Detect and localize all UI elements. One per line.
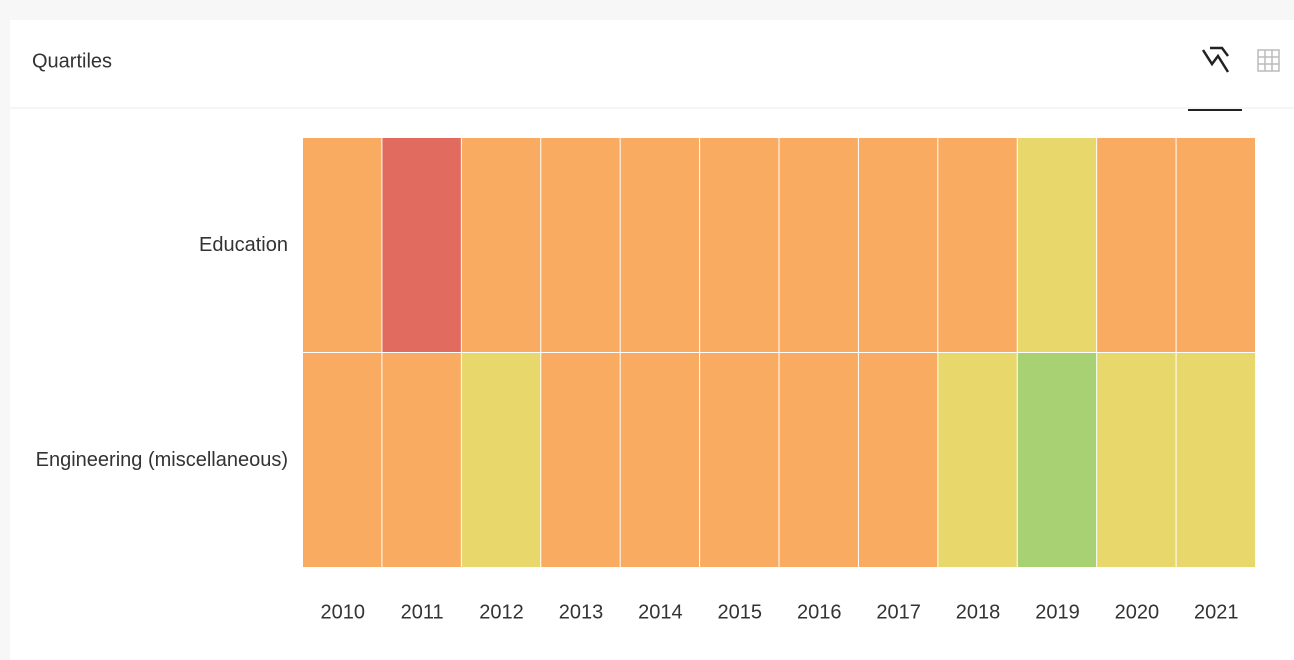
heat-cell (938, 138, 1017, 352)
row-label: Engineering (miscellaneous) (36, 449, 288, 471)
table-view-button[interactable] (1257, 49, 1280, 72)
heat-cell (382, 138, 461, 352)
x-tick-label: 2014 (638, 601, 683, 623)
heat-cell (779, 353, 858, 567)
x-tick-label: 2018 (956, 601, 1001, 623)
chart-icon (1201, 49, 1230, 73)
x-tick-label: 2015 (718, 601, 763, 623)
heat-cell (1097, 353, 1176, 567)
heat-cell (858, 138, 938, 352)
heat-cell (620, 138, 700, 352)
heat-cell (1176, 353, 1255, 567)
x-tick-label: 2011 (401, 601, 444, 623)
chart-view-button[interactable] (1201, 46, 1230, 73)
heat-cell (858, 353, 938, 567)
heat-cell (700, 138, 779, 352)
heat-cell (1176, 138, 1255, 352)
x-tick-label: 2021 (1194, 601, 1239, 623)
x-tick-label: 2010 (320, 601, 365, 623)
heat-cell (382, 353, 461, 567)
heat-cell (303, 138, 382, 352)
heat-cell (700, 353, 779, 567)
heat-cell (1017, 353, 1097, 567)
chart-icon-part (1210, 46, 1229, 57)
heat-cell (541, 353, 620, 567)
x-tick-label: 2013 (559, 601, 604, 623)
heat-cell (1097, 138, 1176, 352)
x-tick-label: 2017 (876, 601, 921, 623)
chart-title: Quartiles (32, 50, 112, 72)
heat-cell (938, 353, 1017, 567)
x-tick-label: 2020 (1115, 601, 1160, 623)
heat-cell (779, 138, 858, 352)
heat-cell (541, 138, 620, 352)
table-icon (1257, 49, 1280, 72)
row-label: Education (199, 234, 288, 256)
heat-cell (461, 353, 541, 567)
x-tick-label: 2012 (479, 601, 524, 623)
heat-cell (1017, 138, 1097, 352)
heat-cell (461, 138, 541, 352)
heat-cell (620, 353, 700, 567)
x-tick-label: 2019 (1035, 601, 1080, 623)
heat-cell (303, 353, 382, 567)
x-tick-label: 2016 (797, 601, 842, 623)
